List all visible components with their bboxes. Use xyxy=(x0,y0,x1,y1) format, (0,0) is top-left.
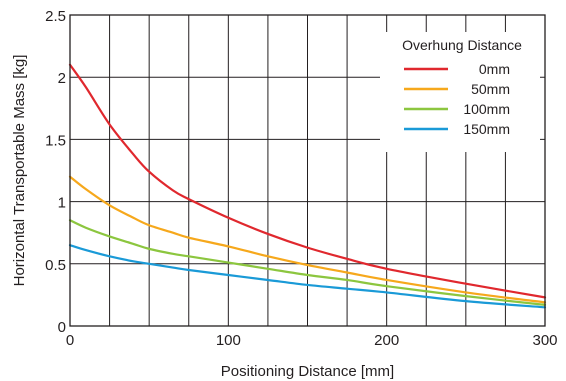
legend-label-0mm: 0mm xyxy=(479,61,510,77)
tick-labels: 0 100 200 300 0 0.5 1 1.5 2 2.5 xyxy=(45,8,557,349)
y-tick-label: 0 xyxy=(58,319,66,336)
y-tick-label: 1 xyxy=(58,195,66,212)
series-line-100mm xyxy=(68,219,547,306)
legend-label-100mm: 100mm xyxy=(463,101,510,117)
plot-lines xyxy=(68,63,547,309)
x-tick-label: 0 xyxy=(66,332,74,349)
legend-label-50mm: 50mm xyxy=(471,81,510,97)
x-axis-title: Positioning Distance [mm] xyxy=(221,363,394,380)
y-tick-label: 2 xyxy=(58,70,66,87)
y-tick-label: 1.5 xyxy=(45,132,66,149)
x-tick-label: 300 xyxy=(532,332,557,349)
plot-frame xyxy=(69,14,546,327)
legend-title: Overhung Distance xyxy=(402,37,522,53)
legend-background xyxy=(380,32,540,152)
series-line-50mm xyxy=(68,175,547,304)
y-tick-label: 2.5 xyxy=(45,8,66,25)
legend-label-150mm: 150mm xyxy=(463,121,510,137)
series-line-150mm xyxy=(68,244,547,309)
legend: Overhung Distance 0mm 50mm 100mm 150mm xyxy=(402,37,522,137)
series-line-0mm xyxy=(68,63,547,299)
y-tick-label: 0.5 xyxy=(45,257,66,274)
y-axis-title: Horizontal Transportable Mass [kg] xyxy=(11,55,28,287)
x-tick-label: 100 xyxy=(216,332,241,349)
x-tick-label: 200 xyxy=(374,332,399,349)
